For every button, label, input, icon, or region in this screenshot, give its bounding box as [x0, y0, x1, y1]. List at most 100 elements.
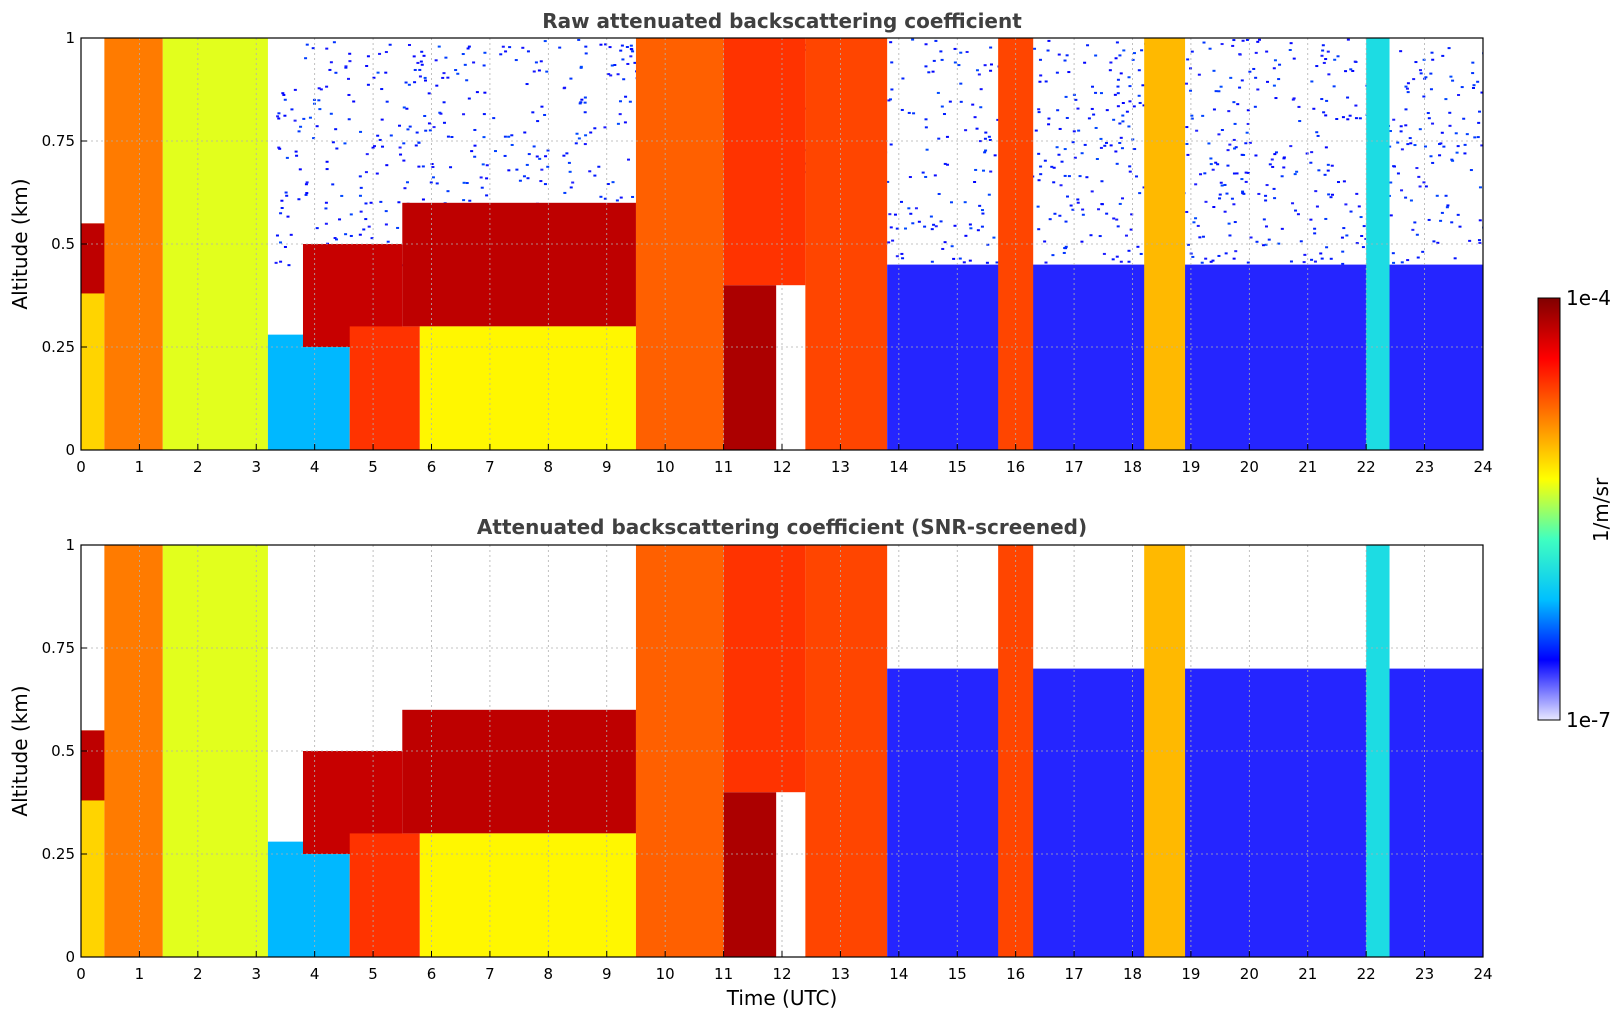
- noise-speck: [366, 55, 370, 58]
- noise-speck: [413, 81, 417, 84]
- noise-speck: [1324, 217, 1328, 220]
- heatmap-cell: [635, 545, 724, 957]
- y-tick-label: 0.5: [51, 742, 75, 760]
- x-tick-label: 13: [831, 965, 850, 983]
- noise-speck: [1454, 132, 1458, 135]
- noise-speck: [1087, 117, 1091, 120]
- noise-speck: [1138, 101, 1142, 104]
- noise-speck: [1127, 125, 1131, 128]
- noise-speck: [1310, 80, 1314, 83]
- noise-speck: [959, 82, 963, 85]
- noise-speck: [1228, 234, 1232, 237]
- x-tick-label: 14: [889, 458, 908, 476]
- noise-speck: [917, 220, 921, 223]
- noise-speck: [1324, 114, 1328, 117]
- noise-speck: [940, 105, 944, 108]
- heatmap-cell: [267, 334, 350, 450]
- noise-speck: [1235, 172, 1239, 175]
- y-tick-label: 0: [65, 948, 75, 966]
- noise-speck: [1329, 257, 1333, 260]
- noise-speck: [1310, 258, 1314, 261]
- noise-speck: [1451, 79, 1455, 82]
- noise-speck: [518, 179, 522, 182]
- noise-speck: [396, 226, 400, 229]
- y-axis-label: Altitude (km): [8, 178, 32, 309]
- noise-speck: [983, 137, 987, 140]
- noise-speck: [1273, 153, 1277, 156]
- noise-speck: [1194, 217, 1198, 220]
- noise-speck: [1323, 173, 1327, 176]
- noise-speck: [1415, 167, 1419, 170]
- noise-speck: [1349, 68, 1353, 71]
- noise-speck: [895, 255, 899, 258]
- noise-speck: [537, 69, 541, 72]
- noise-speck: [317, 99, 321, 102]
- noise-speck: [1119, 260, 1123, 263]
- noise-speck: [1477, 121, 1481, 124]
- noise-speck: [613, 64, 617, 67]
- noise-speck: [1333, 58, 1337, 61]
- x-axis-ticks: 0 1 2 3 4 5 6 7 8 9 10 11 12 13 14 15 16 17 18 19 20 21 22 23 24: [76, 444, 1493, 476]
- noise-speck: [1244, 142, 1248, 145]
- noise-speck: [974, 168, 978, 171]
- noise-speck: [439, 112, 443, 115]
- noise-speck: [1346, 96, 1350, 99]
- x-tick-label: 12: [772, 965, 791, 983]
- noise-speck: [1322, 111, 1326, 114]
- noise-speck: [1137, 94, 1141, 97]
- noise-speck: [399, 153, 403, 156]
- noise-speck: [1440, 211, 1444, 214]
- noise-speck: [1201, 114, 1205, 117]
- noise-speck: [280, 199, 284, 202]
- noise-speck: [1392, 165, 1396, 168]
- noise-speck: [280, 207, 284, 210]
- noise-speck: [1404, 196, 1408, 199]
- noise-speck: [493, 150, 497, 153]
- noise-speck: [1203, 172, 1207, 175]
- noise-speck: [1336, 181, 1340, 184]
- noise-speck: [501, 45, 505, 48]
- noise-speck: [1104, 141, 1108, 144]
- noise-speck: [539, 180, 543, 183]
- noise-speck: [1315, 65, 1319, 68]
- noise-speck: [1480, 144, 1483, 147]
- noise-speck: [463, 63, 467, 66]
- noise-speck: [418, 68, 422, 71]
- noise-speck: [1391, 252, 1395, 255]
- noise-speck: [1103, 144, 1107, 147]
- y-tick-label: 0: [65, 441, 75, 459]
- noise-speck: [525, 163, 529, 166]
- noise-speck: [1223, 183, 1227, 186]
- colorbar-label: 1/m/sr: [1589, 477, 1613, 542]
- noise-speck: [1396, 172, 1400, 175]
- noise-speck: [1353, 60, 1357, 63]
- noise-speck: [1478, 186, 1482, 189]
- noise-speck: [937, 192, 941, 195]
- noise-speck: [507, 135, 511, 138]
- noise-speck: [1399, 125, 1403, 128]
- noise-speck: [1424, 145, 1428, 148]
- noise-speck: [358, 194, 362, 197]
- noise-speck: [381, 145, 385, 148]
- noise-speck: [328, 68, 332, 71]
- noise-speck: [1325, 99, 1329, 102]
- noise-speck: [593, 127, 597, 130]
- x-tick-label: 8: [544, 965, 554, 983]
- grid: [81, 38, 1483, 450]
- noise-speck: [304, 57, 308, 60]
- x-tick-label: 22: [1357, 965, 1376, 983]
- noise-speck: [1037, 228, 1041, 231]
- noise-speck: [615, 199, 619, 202]
- noise-speck: [1094, 91, 1098, 94]
- noise-speck: [1099, 137, 1103, 140]
- noise-speck: [1431, 122, 1435, 125]
- x-tick-label: 20: [1240, 965, 1259, 983]
- noise-speck: [1130, 213, 1134, 216]
- noise-speck: [461, 53, 465, 56]
- noise-speck: [1227, 222, 1231, 225]
- noise-speck: [1200, 261, 1204, 264]
- heatmap-cell: [723, 792, 777, 957]
- noise-speck: [900, 252, 904, 255]
- noise-speck: [1313, 232, 1317, 235]
- x-axis-label: Time (UTC): [726, 986, 838, 1010]
